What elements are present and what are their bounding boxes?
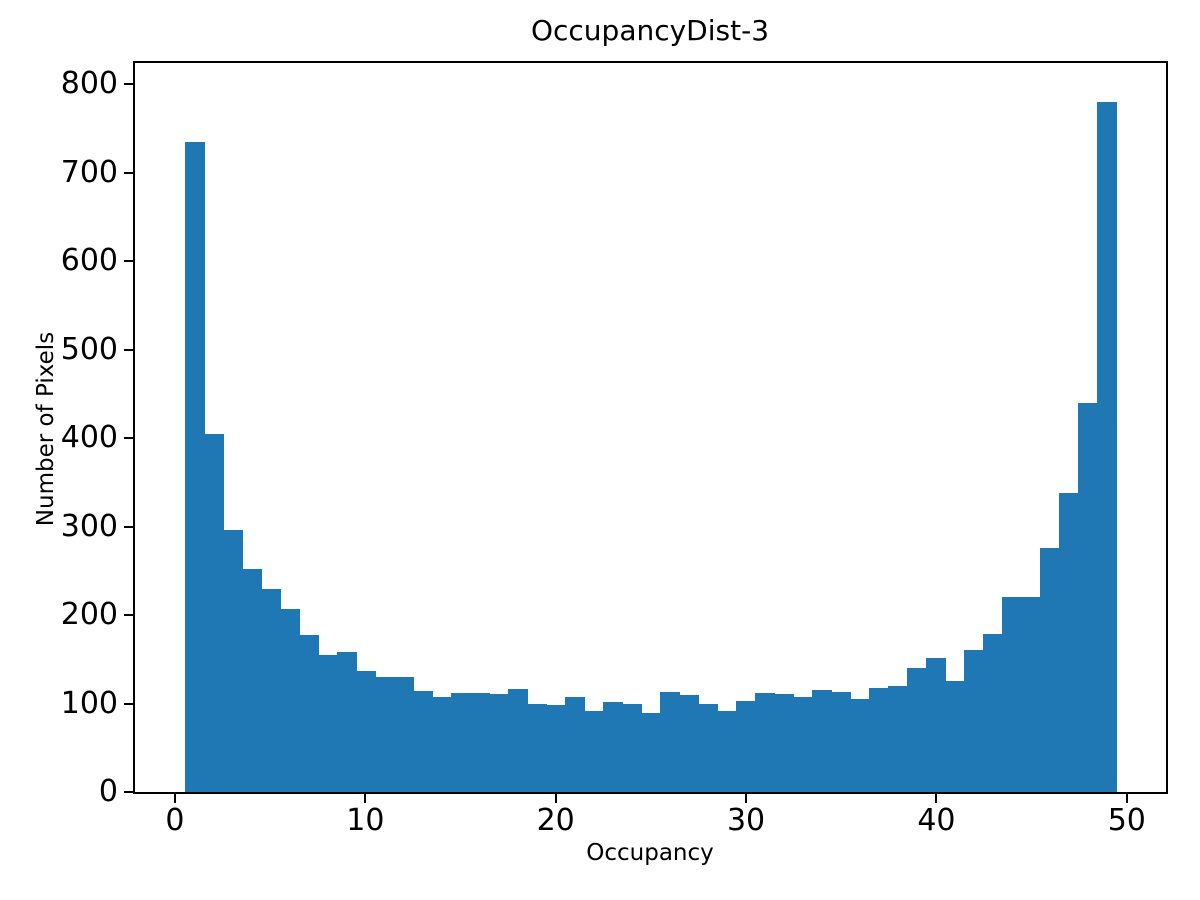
y-tick-label: 300 <box>60 508 118 544</box>
y-tick-label: 400 <box>60 420 118 456</box>
histogram-bar <box>242 569 263 792</box>
x-tick-label: 0 <box>165 803 185 838</box>
histogram-bar <box>337 652 358 792</box>
histogram-bar <box>280 608 301 792</box>
histogram-bar <box>983 633 1003 792</box>
histogram-bar <box>1002 597 1022 792</box>
histogram-bar <box>812 690 832 792</box>
histogram-bar <box>641 713 661 792</box>
histogram-bar <box>774 693 794 792</box>
x-tick-mark <box>554 794 557 803</box>
histogram-bar <box>356 670 377 792</box>
histogram-bar <box>660 692 680 792</box>
y-tick-label: 0 <box>98 774 118 809</box>
histogram-bar <box>964 649 984 792</box>
histogram-bar <box>546 705 566 792</box>
histogram-bar <box>698 703 718 792</box>
histogram-bar <box>318 654 339 792</box>
histogram-bar <box>584 710 604 792</box>
histogram-bar <box>869 687 889 792</box>
x-axis-label: Occupancy <box>586 840 714 866</box>
x-tick-label: 10 <box>346 803 385 838</box>
x-tick-mark <box>935 794 938 803</box>
histogram-bar <box>1040 547 1060 792</box>
y-tick-mark <box>124 171 133 174</box>
y-tick-mark <box>124 614 133 617</box>
x-tick-label: 50 <box>1107 803 1146 838</box>
x-tick-label: 30 <box>726 803 766 838</box>
histogram-bar <box>793 697 813 792</box>
histogram-bar <box>470 692 490 792</box>
y-tick-label: 600 <box>60 243 118 279</box>
y-tick-label: 700 <box>60 154 118 190</box>
histogram-bar <box>223 530 244 792</box>
histogram-bar <box>831 692 851 792</box>
histogram-bar <box>679 694 699 792</box>
histogram-bar <box>945 681 965 792</box>
y-tick-label: 500 <box>60 331 118 367</box>
histogram-bar <box>185 141 206 792</box>
y-tick-label: 200 <box>60 597 118 633</box>
histogram-bar <box>1021 597 1041 792</box>
y-tick-label: 800 <box>60 66 118 102</box>
histogram-bar <box>299 634 320 792</box>
y-tick-mark <box>124 702 133 705</box>
histogram-bar <box>755 692 775 792</box>
histogram-bar <box>603 701 623 792</box>
histogram-bar <box>736 700 756 792</box>
histogram-bar <box>451 692 471 792</box>
x-tick-label: 40 <box>917 803 956 838</box>
histogram-bar <box>489 693 509 792</box>
histogram-bar <box>565 697 585 792</box>
histogram-bar <box>204 433 225 792</box>
x-tick-mark <box>173 794 176 803</box>
y-tick-mark <box>124 525 133 528</box>
histogram-plot-area <box>133 61 1168 794</box>
histogram-bar <box>850 699 870 792</box>
chart-title: OccupancyDist-3 <box>530 14 770 47</box>
histogram-bar <box>375 677 396 792</box>
histogram-bar <box>413 691 433 792</box>
y-tick-mark <box>124 260 133 263</box>
histogram-bar <box>1097 101 1117 792</box>
histogram-bar <box>394 677 415 792</box>
x-tick-label: 20 <box>536 803 575 838</box>
histogram-bar <box>717 710 737 792</box>
histogram-bar <box>261 588 282 792</box>
histogram-bar <box>888 685 908 792</box>
histogram-bar <box>432 697 452 792</box>
histogram-bar <box>622 703 642 792</box>
y-tick-mark <box>124 437 133 440</box>
y-axis-label: Number of Pixels <box>33 331 59 527</box>
histogram-bar <box>508 688 528 792</box>
histogram-bar <box>1059 492 1079 792</box>
x-tick-mark <box>364 794 367 803</box>
histogram-bar <box>527 703 547 792</box>
histogram-bar <box>1078 402 1098 792</box>
histogram-bar <box>926 657 946 792</box>
x-tick-mark <box>745 794 748 803</box>
x-tick-mark <box>1125 794 1128 803</box>
y-tick-label: 100 <box>60 685 118 721</box>
y-tick-mark <box>124 83 133 86</box>
histogram-bar <box>907 668 927 792</box>
y-tick-mark <box>124 348 133 351</box>
y-tick-mark <box>124 791 133 793</box>
